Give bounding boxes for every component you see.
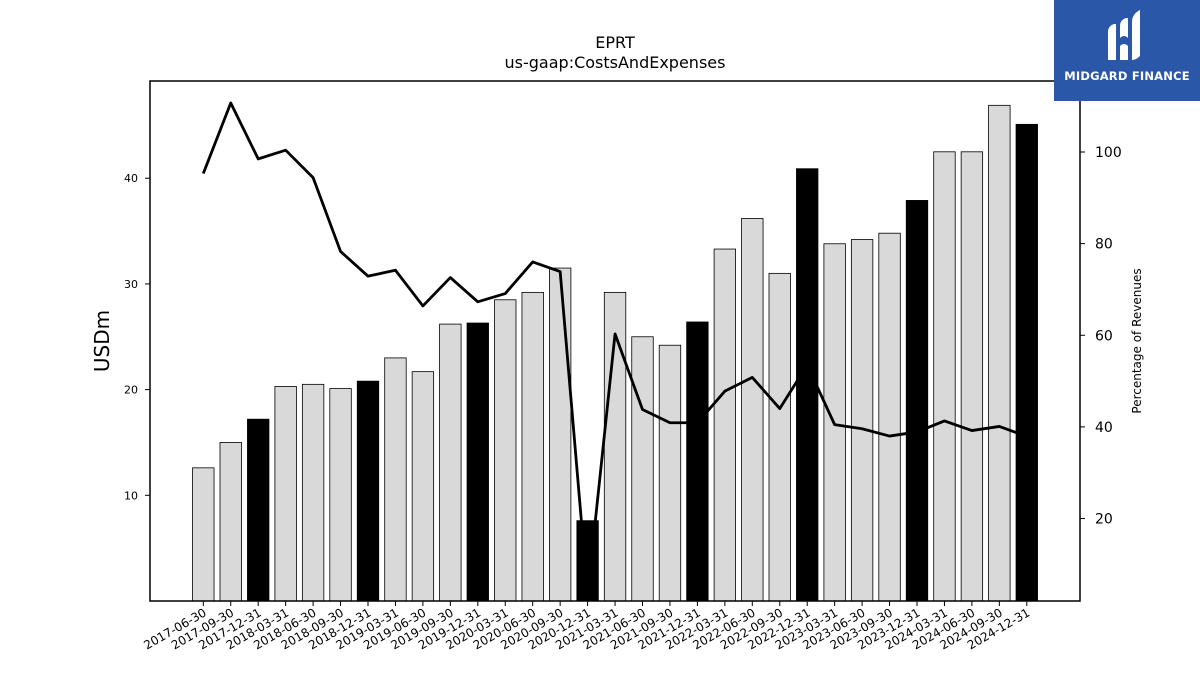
bar: [329, 388, 352, 602]
bar: [988, 104, 1011, 602]
y2-tick-label: 60: [1095, 328, 1113, 344]
bar: [686, 321, 709, 602]
series-line: [201, 101, 1028, 596]
line-layer: [201, 101, 1028, 596]
bar: [768, 272, 791, 602]
bars-layer: [192, 104, 1038, 602]
chart-title: EPRT: [595, 33, 635, 52]
y2-tick-label: 40: [1095, 420, 1113, 436]
bar: [933, 151, 956, 602]
bar: [356, 380, 380, 602]
chart-subtitle: us-gaap:CostsAndExpenses: [505, 53, 726, 72]
bar: [796, 168, 819, 602]
y2-axis-label: Percentage of Revenues: [1130, 268, 1144, 413]
bar: [494, 299, 517, 602]
bar: [439, 323, 462, 602]
y-tick-label: 40: [124, 172, 138, 185]
bar: [631, 336, 654, 602]
bar: [713, 248, 736, 602]
y2-tick-label: 100: [1095, 145, 1122, 161]
logo-text: MIDGARD FINANCE: [1064, 69, 1190, 83]
bar: [658, 344, 682, 602]
y-axis-left: 10 20 30 40: [124, 172, 150, 502]
bar: [1015, 123, 1038, 602]
bar: [411, 371, 435, 602]
bar: [549, 267, 572, 602]
y-tick-label: 10: [124, 489, 138, 502]
midgard-logo-icon: [1108, 10, 1140, 60]
bar: [878, 232, 901, 602]
bar: [741, 217, 764, 602]
bar: [466, 322, 489, 602]
y2-tick-label: 20: [1095, 512, 1113, 528]
y-axis-right: 20 40 60 80 100: [1080, 145, 1122, 528]
bar: [301, 383, 325, 602]
x-axis: 2017-06-302017-09-302017-12-312018-03-31…: [141, 601, 1032, 652]
bar: [521, 291, 544, 602]
bar: [192, 467, 215, 602]
bar: [960, 151, 984, 602]
brand-logo: MIDGARD FINANCE: [1054, 0, 1200, 101]
bar: [219, 442, 242, 602]
bar: [850, 239, 874, 602]
bar: [384, 357, 407, 602]
bar: [905, 200, 929, 602]
y-tick-label: 20: [124, 384, 138, 397]
bar: [274, 386, 297, 602]
y-tick-label: 30: [124, 278, 138, 291]
bar: [247, 418, 270, 602]
y2-tick-label: 80: [1095, 237, 1113, 253]
y-axis-label: USDm: [90, 310, 114, 372]
